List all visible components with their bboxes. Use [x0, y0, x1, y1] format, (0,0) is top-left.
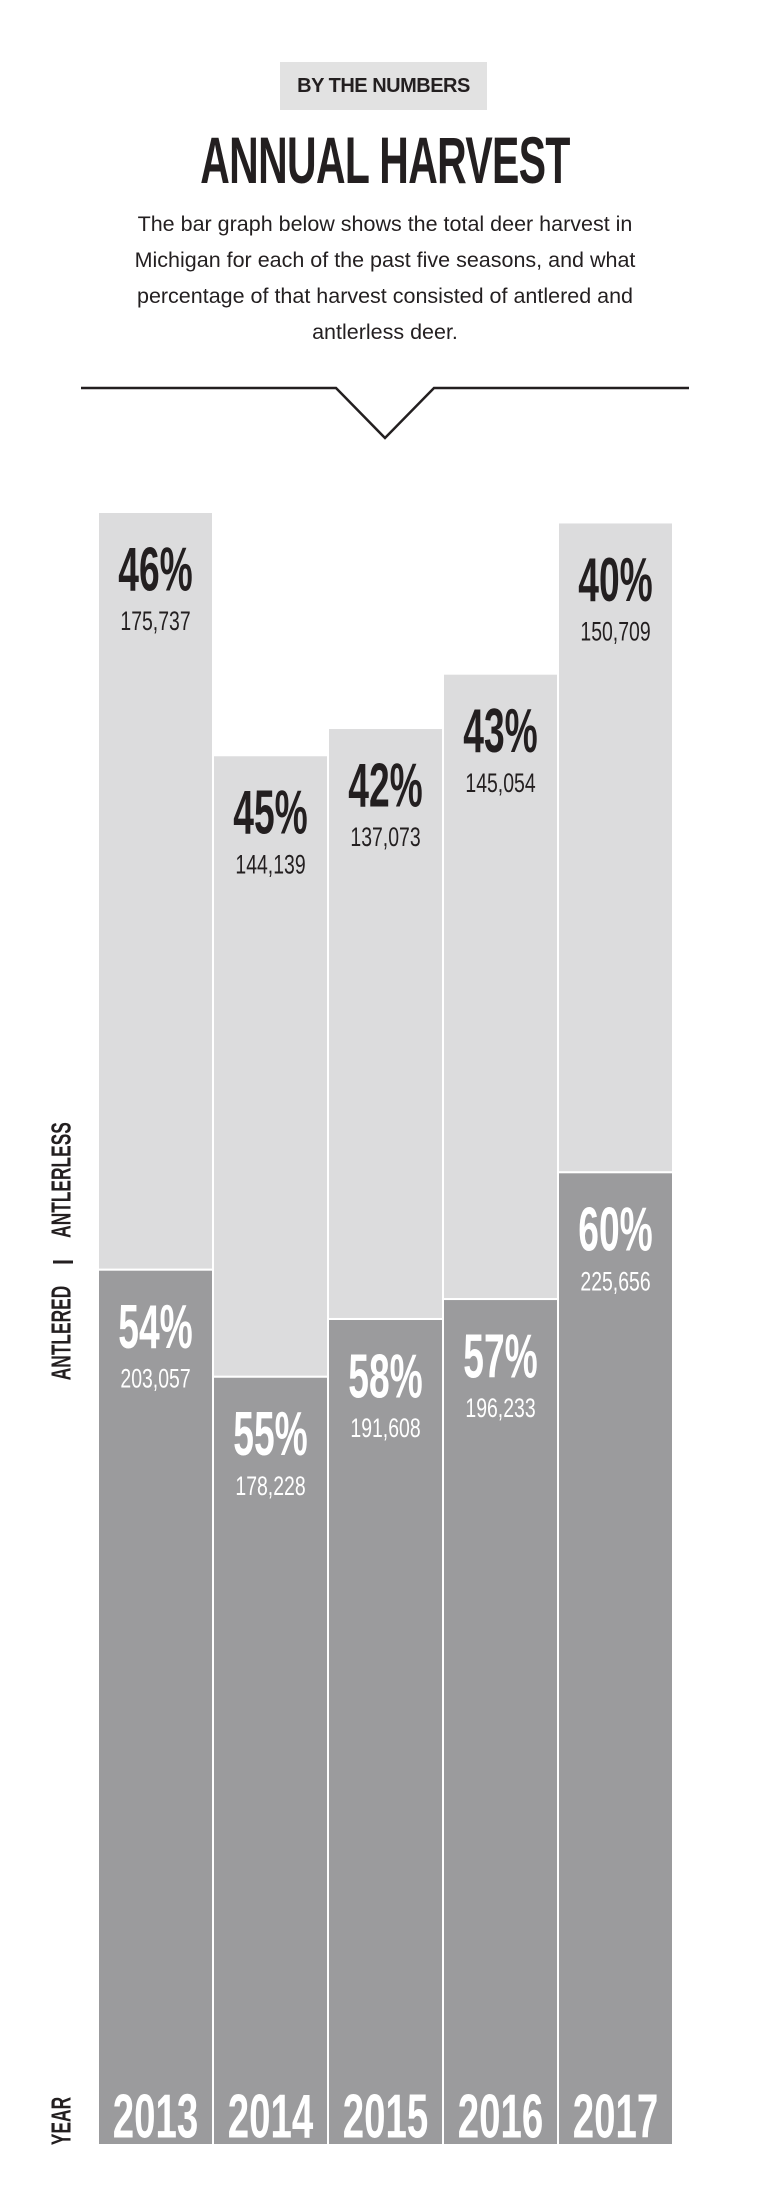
- percent-label: 58%: [348, 1342, 422, 1411]
- percent-label: 42%: [348, 751, 422, 820]
- description: The bar graph below shows the total deer…: [134, 212, 636, 344]
- count-label: 145,054: [465, 768, 535, 798]
- percent-label: 43%: [463, 696, 537, 765]
- bar-segment: [557, 521, 674, 1174]
- percent-label: 45%: [233, 778, 307, 847]
- count-label: 196,233: [465, 1393, 535, 1423]
- bar-segment: [212, 1375, 329, 2146]
- chart-title: ANNUAL HARVEST: [200, 123, 570, 197]
- divider: [81, 386, 689, 440]
- bar-segment: [557, 1171, 674, 2147]
- percent-label: 54%: [118, 1292, 192, 1361]
- percent-label: 40%: [578, 545, 652, 614]
- percent-label: 60%: [578, 1195, 652, 1264]
- bar-segment: [442, 672, 559, 1301]
- x-tick-label: 2015: [343, 2081, 429, 2151]
- kicker: BY THE NUMBERS: [280, 62, 487, 110]
- x-tick-label: 2014: [228, 2081, 314, 2151]
- count-label: 137,073: [350, 822, 420, 852]
- bar-segment: [97, 511, 214, 1271]
- percent-label: 55%: [233, 1399, 307, 1468]
- x-axis-label: YEAR: [45, 2097, 76, 2145]
- x-tick-label: 2017: [573, 2081, 659, 2151]
- bar-segment: [212, 754, 329, 1378]
- count-label: 178,228: [235, 1471, 305, 1501]
- percent-label: 57%: [463, 1322, 537, 1391]
- bar-segment: [97, 1268, 214, 2147]
- count-label: 144,139: [235, 849, 305, 879]
- count-label: 203,057: [120, 1364, 190, 1394]
- legend-entry: ANTLERED: [45, 1286, 76, 1380]
- bar-segment: [327, 727, 444, 1320]
- legend-entry: ANTLERLESS: [45, 1122, 76, 1238]
- x-tick-label: 2016: [458, 2081, 544, 2151]
- count-label: 175,737: [120, 606, 190, 636]
- percent-label: 46%: [118, 535, 192, 604]
- count-label: 191,608: [350, 1413, 420, 1443]
- count-label: 150,709: [580, 617, 650, 647]
- x-tick-label: 2013: [113, 2081, 199, 2151]
- count-label: 225,656: [580, 1266, 650, 1296]
- bar-segment: [442, 1298, 559, 2146]
- bar-segment: [327, 1317, 444, 2146]
